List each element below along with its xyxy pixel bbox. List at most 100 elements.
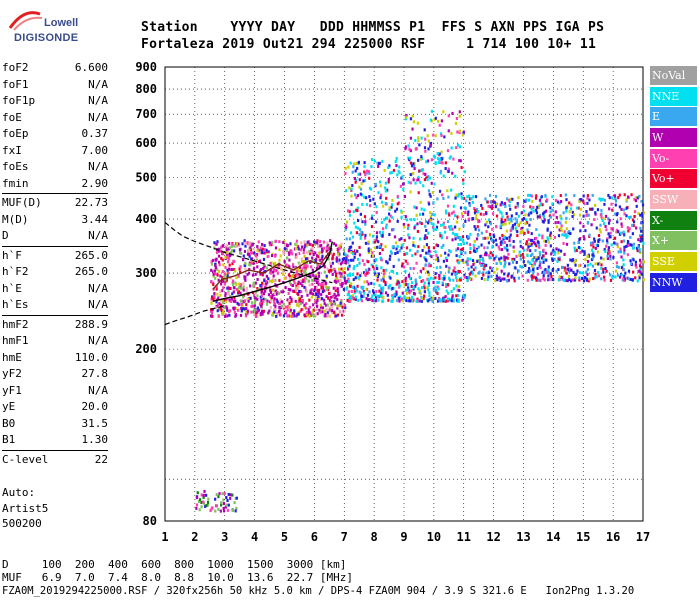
echo-point <box>351 285 355 289</box>
echo-point <box>242 293 245 297</box>
echo-point <box>390 203 394 207</box>
echo-point <box>425 251 428 255</box>
echo-point <box>396 245 399 249</box>
echo-point <box>410 284 413 288</box>
echo-point <box>619 250 623 254</box>
legend-item-x: X+ <box>650 231 697 251</box>
echo-point <box>493 270 496 274</box>
param-name: hmE <box>2 350 22 364</box>
echo-point <box>586 221 590 225</box>
echo-point <box>296 245 300 249</box>
echo-point <box>270 296 274 300</box>
echo-point <box>498 247 501 251</box>
echo-point <box>374 296 378 300</box>
echo-point <box>423 290 426 294</box>
echo-point <box>482 273 485 277</box>
echo-point <box>363 291 366 295</box>
echo-point <box>467 194 471 198</box>
echo-point <box>379 256 382 260</box>
echo-point <box>622 268 625 272</box>
echo-point <box>231 262 234 266</box>
echo-point <box>528 223 531 227</box>
echo-point <box>456 288 459 292</box>
echo-point <box>414 147 417 151</box>
echo-point <box>393 235 397 239</box>
echo-point <box>461 133 465 137</box>
y-tick-label: 500 <box>135 170 157 184</box>
echo-point <box>556 259 559 263</box>
echo-point <box>635 246 639 250</box>
echo-point <box>223 282 226 286</box>
auto-artist: Artist5 <box>2 502 49 515</box>
echo-point <box>558 256 561 260</box>
echo-point <box>267 250 270 254</box>
echo-point <box>436 280 439 284</box>
echo-point <box>532 205 535 209</box>
echo-point <box>219 293 222 297</box>
echo-point <box>290 297 293 301</box>
echo-point <box>583 202 586 206</box>
echo-point <box>620 240 623 244</box>
echo-point <box>249 248 252 252</box>
echo-point <box>257 287 261 291</box>
echo-point <box>519 254 522 258</box>
echo-point <box>593 268 597 272</box>
echo-point <box>337 293 340 297</box>
echo-point <box>623 212 626 216</box>
echo-point <box>263 251 266 255</box>
echo-point <box>347 165 350 169</box>
echo-point <box>587 213 590 217</box>
echo-point <box>591 264 595 268</box>
echo-point <box>433 182 436 186</box>
echo-point <box>475 207 479 211</box>
echo-point <box>403 252 406 256</box>
echo-point <box>362 271 366 275</box>
echo-point <box>378 161 381 165</box>
echo-point <box>409 266 412 270</box>
echo-point <box>632 246 635 250</box>
echo-point <box>494 194 498 198</box>
echo-point <box>253 301 256 305</box>
echo-point <box>303 313 306 317</box>
param-name: yE <box>2 400 16 413</box>
header-row1: Station YYYY DAY DDD HHMMSS P1 FFS S AXN… <box>141 20 605 35</box>
echo-point <box>234 496 237 500</box>
echo-point <box>418 143 421 147</box>
echo-point <box>608 251 611 255</box>
echo-point <box>268 243 272 247</box>
echo-point <box>521 226 524 230</box>
echo-point <box>377 191 380 195</box>
echo-point <box>434 258 438 262</box>
echo-point <box>625 198 628 202</box>
echo-point <box>491 204 494 208</box>
echo-point <box>349 231 353 235</box>
echo-point <box>611 208 614 212</box>
echo-point <box>408 236 411 240</box>
echo-point <box>477 233 480 237</box>
echo-point <box>639 235 642 239</box>
echo-point <box>507 278 511 282</box>
echo-point <box>391 286 394 290</box>
echo-point <box>256 249 259 253</box>
param-name: hmF1 <box>2 334 29 347</box>
echo-point <box>458 159 461 163</box>
echo-point <box>560 224 563 228</box>
echo-point <box>400 264 404 268</box>
echo-point <box>288 299 291 303</box>
echo-point <box>578 264 581 268</box>
param-row: h`F 265.0 <box>2 248 108 265</box>
echo-point <box>477 210 480 214</box>
echo-point <box>592 251 595 255</box>
echo-point <box>288 288 291 292</box>
echo-point <box>359 291 362 295</box>
echo-point <box>525 240 528 244</box>
echo-point <box>438 298 441 302</box>
echo-point <box>246 292 250 296</box>
echo-point <box>387 177 390 181</box>
echo-point <box>560 229 563 233</box>
echo-point <box>405 218 409 222</box>
echo-point <box>585 210 588 214</box>
echo-point <box>228 246 231 250</box>
param-name: foE <box>2 110 22 124</box>
echo-point <box>373 159 376 163</box>
